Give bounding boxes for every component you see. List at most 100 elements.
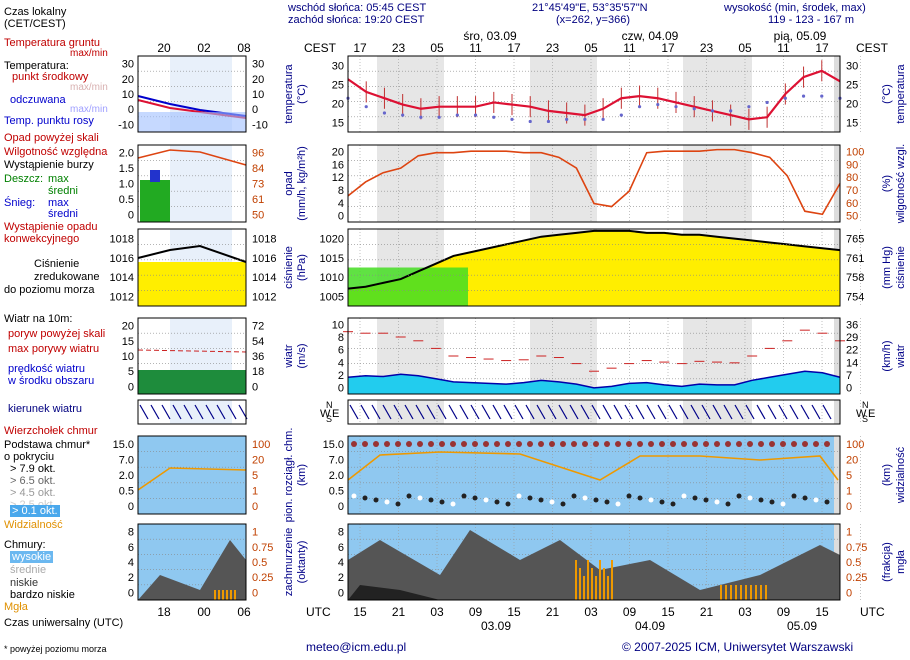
legend-tick-label: 4: [128, 557, 134, 569]
wind-arrow: [514, 404, 524, 420]
y2-axis-unit: (km/h): [881, 340, 893, 371]
legend-rain-mid: średni: [48, 185, 78, 197]
legend-tick-label: 84: [252, 163, 264, 175]
legend-rain-bars: [140, 180, 170, 222]
utc-hour-label: 15: [507, 605, 521, 619]
dew-point-dot: [473, 113, 478, 117]
legend-tick-label: 0: [128, 501, 134, 513]
wind-arrow: [437, 404, 447, 420]
y-axis-label: zachmurzenie: [283, 528, 295, 596]
legend-wind-arrow: [205, 404, 215, 420]
cloud-top-dot: [527, 441, 533, 447]
compass-s: S: [862, 414, 868, 424]
cloud-top-dot: [615, 441, 621, 447]
legend-cover-mid: średnie: [10, 564, 47, 576]
fog-bar: [745, 585, 747, 600]
cloud-top-dot: [626, 441, 632, 447]
cloud-base-dot: [373, 497, 379, 503]
utc-hour-label: 09: [469, 605, 483, 619]
wind-arrow: [635, 404, 645, 420]
cloud-base-dot: [692, 495, 698, 501]
wind-arrow: [789, 404, 799, 420]
tick-label: 0.25: [846, 572, 867, 584]
cloud-top-dot: [428, 441, 434, 447]
wind-arrow: [734, 404, 744, 420]
y-axis-unit: (m/s): [296, 343, 308, 368]
legend-temp-title: Temperatura:: [4, 60, 69, 72]
legend-tick-label: 61: [252, 194, 264, 206]
dew-point-dot: [656, 102, 660, 107]
dew-point-dot: [510, 117, 514, 121]
dew-point-dot: [455, 113, 459, 117]
cloud-base-dot: [604, 499, 610, 505]
legend-pressure-l2: zredukowane: [34, 271, 100, 283]
dew-point-dot: [801, 94, 806, 98]
legend-temp-felt: odczuwana: [10, 94, 66, 106]
tick-label: 761: [846, 253, 864, 265]
utc-date-label: 05.09: [787, 619, 817, 633]
cloud-base-dot: [406, 493, 412, 499]
legend-tick-label: 1012: [110, 291, 134, 303]
legend-tick-label: 73: [252, 179, 264, 191]
cloud-base-dot: [703, 497, 709, 503]
local-tz-left: CEST: [304, 41, 337, 55]
wind-arrow: [613, 404, 623, 420]
cloud-top-dot: [780, 441, 786, 447]
tick-label: 1: [846, 486, 852, 498]
y-axis-unit: (°C): [296, 84, 308, 104]
dew-point-dot: [747, 105, 751, 109]
tick-label: 2: [338, 370, 344, 382]
footer-email[interactable]: meteo@icm.edu.pl: [306, 640, 407, 654]
wind-arrow: [492, 404, 502, 420]
tick-label: 15: [846, 118, 858, 130]
day-label: pią, 05.09: [774, 29, 827, 43]
legend-tick-label: 18: [252, 366, 264, 378]
tick-label: 80: [846, 172, 858, 184]
legend-gust-max: max porywy wiatru: [8, 343, 100, 355]
legend-utc-label: Czas uniwersalny (UTC): [4, 617, 124, 629]
legend-tick-label: 1016: [252, 253, 276, 265]
utc-tz-left: UTC: [306, 605, 331, 619]
y2-axis-unit: (frakcja): [881, 542, 893, 582]
legend-pressure-area: [138, 262, 246, 306]
night-band: [683, 318, 752, 394]
legend-cover-high: wysokie: [10, 551, 54, 563]
legend-tick-label: 72: [252, 321, 264, 333]
cloud-base-dot: [483, 497, 489, 503]
fog-bar: [579, 568, 581, 600]
cloud-top-dot: [604, 441, 610, 447]
wind-arrow: [547, 404, 557, 420]
cloud-base-dot: [538, 497, 544, 503]
legend-tick-label: 6: [128, 542, 134, 554]
utc-hour-label: 21: [700, 605, 714, 619]
wind-arrow: [525, 404, 535, 420]
legend-tick-label: 1016: [110, 253, 134, 265]
tick-label: 0.5: [846, 557, 861, 569]
panel-frame-winddir: [347, 399, 841, 425]
legend-panel-bg-cloud: [138, 436, 246, 514]
wind-arrow: [756, 404, 766, 420]
legend-panel-frame-precip: [137, 144, 247, 223]
wind-arrow: [360, 404, 370, 420]
fog-bar: [720, 585, 722, 600]
legend-snow-max: max: [48, 197, 69, 209]
legend-local-time-sub: (CET/CEST): [4, 18, 66, 30]
tick-label: 0: [846, 383, 852, 395]
tick-label: 22: [846, 345, 858, 357]
legend-wind-arrow: [172, 404, 182, 420]
tick-label: 1020: [320, 234, 344, 246]
legend-panel-frame-cloud: [137, 435, 247, 515]
dew-point-dot: [546, 119, 551, 124]
local-hour-label: 17: [507, 41, 521, 55]
legend-cover-low-area: [138, 540, 246, 600]
wind-arrow: [778, 404, 788, 420]
cloud-base-dot: [461, 493, 467, 499]
night-band: [530, 145, 597, 222]
wind-arrow: [536, 404, 546, 420]
legend-tick-label: 7.0: [119, 454, 134, 466]
night-band: [530, 56, 597, 132]
cloud-top-dot: [516, 441, 522, 447]
cloud-base-dot: [802, 495, 808, 501]
fog-bar: [607, 576, 609, 600]
